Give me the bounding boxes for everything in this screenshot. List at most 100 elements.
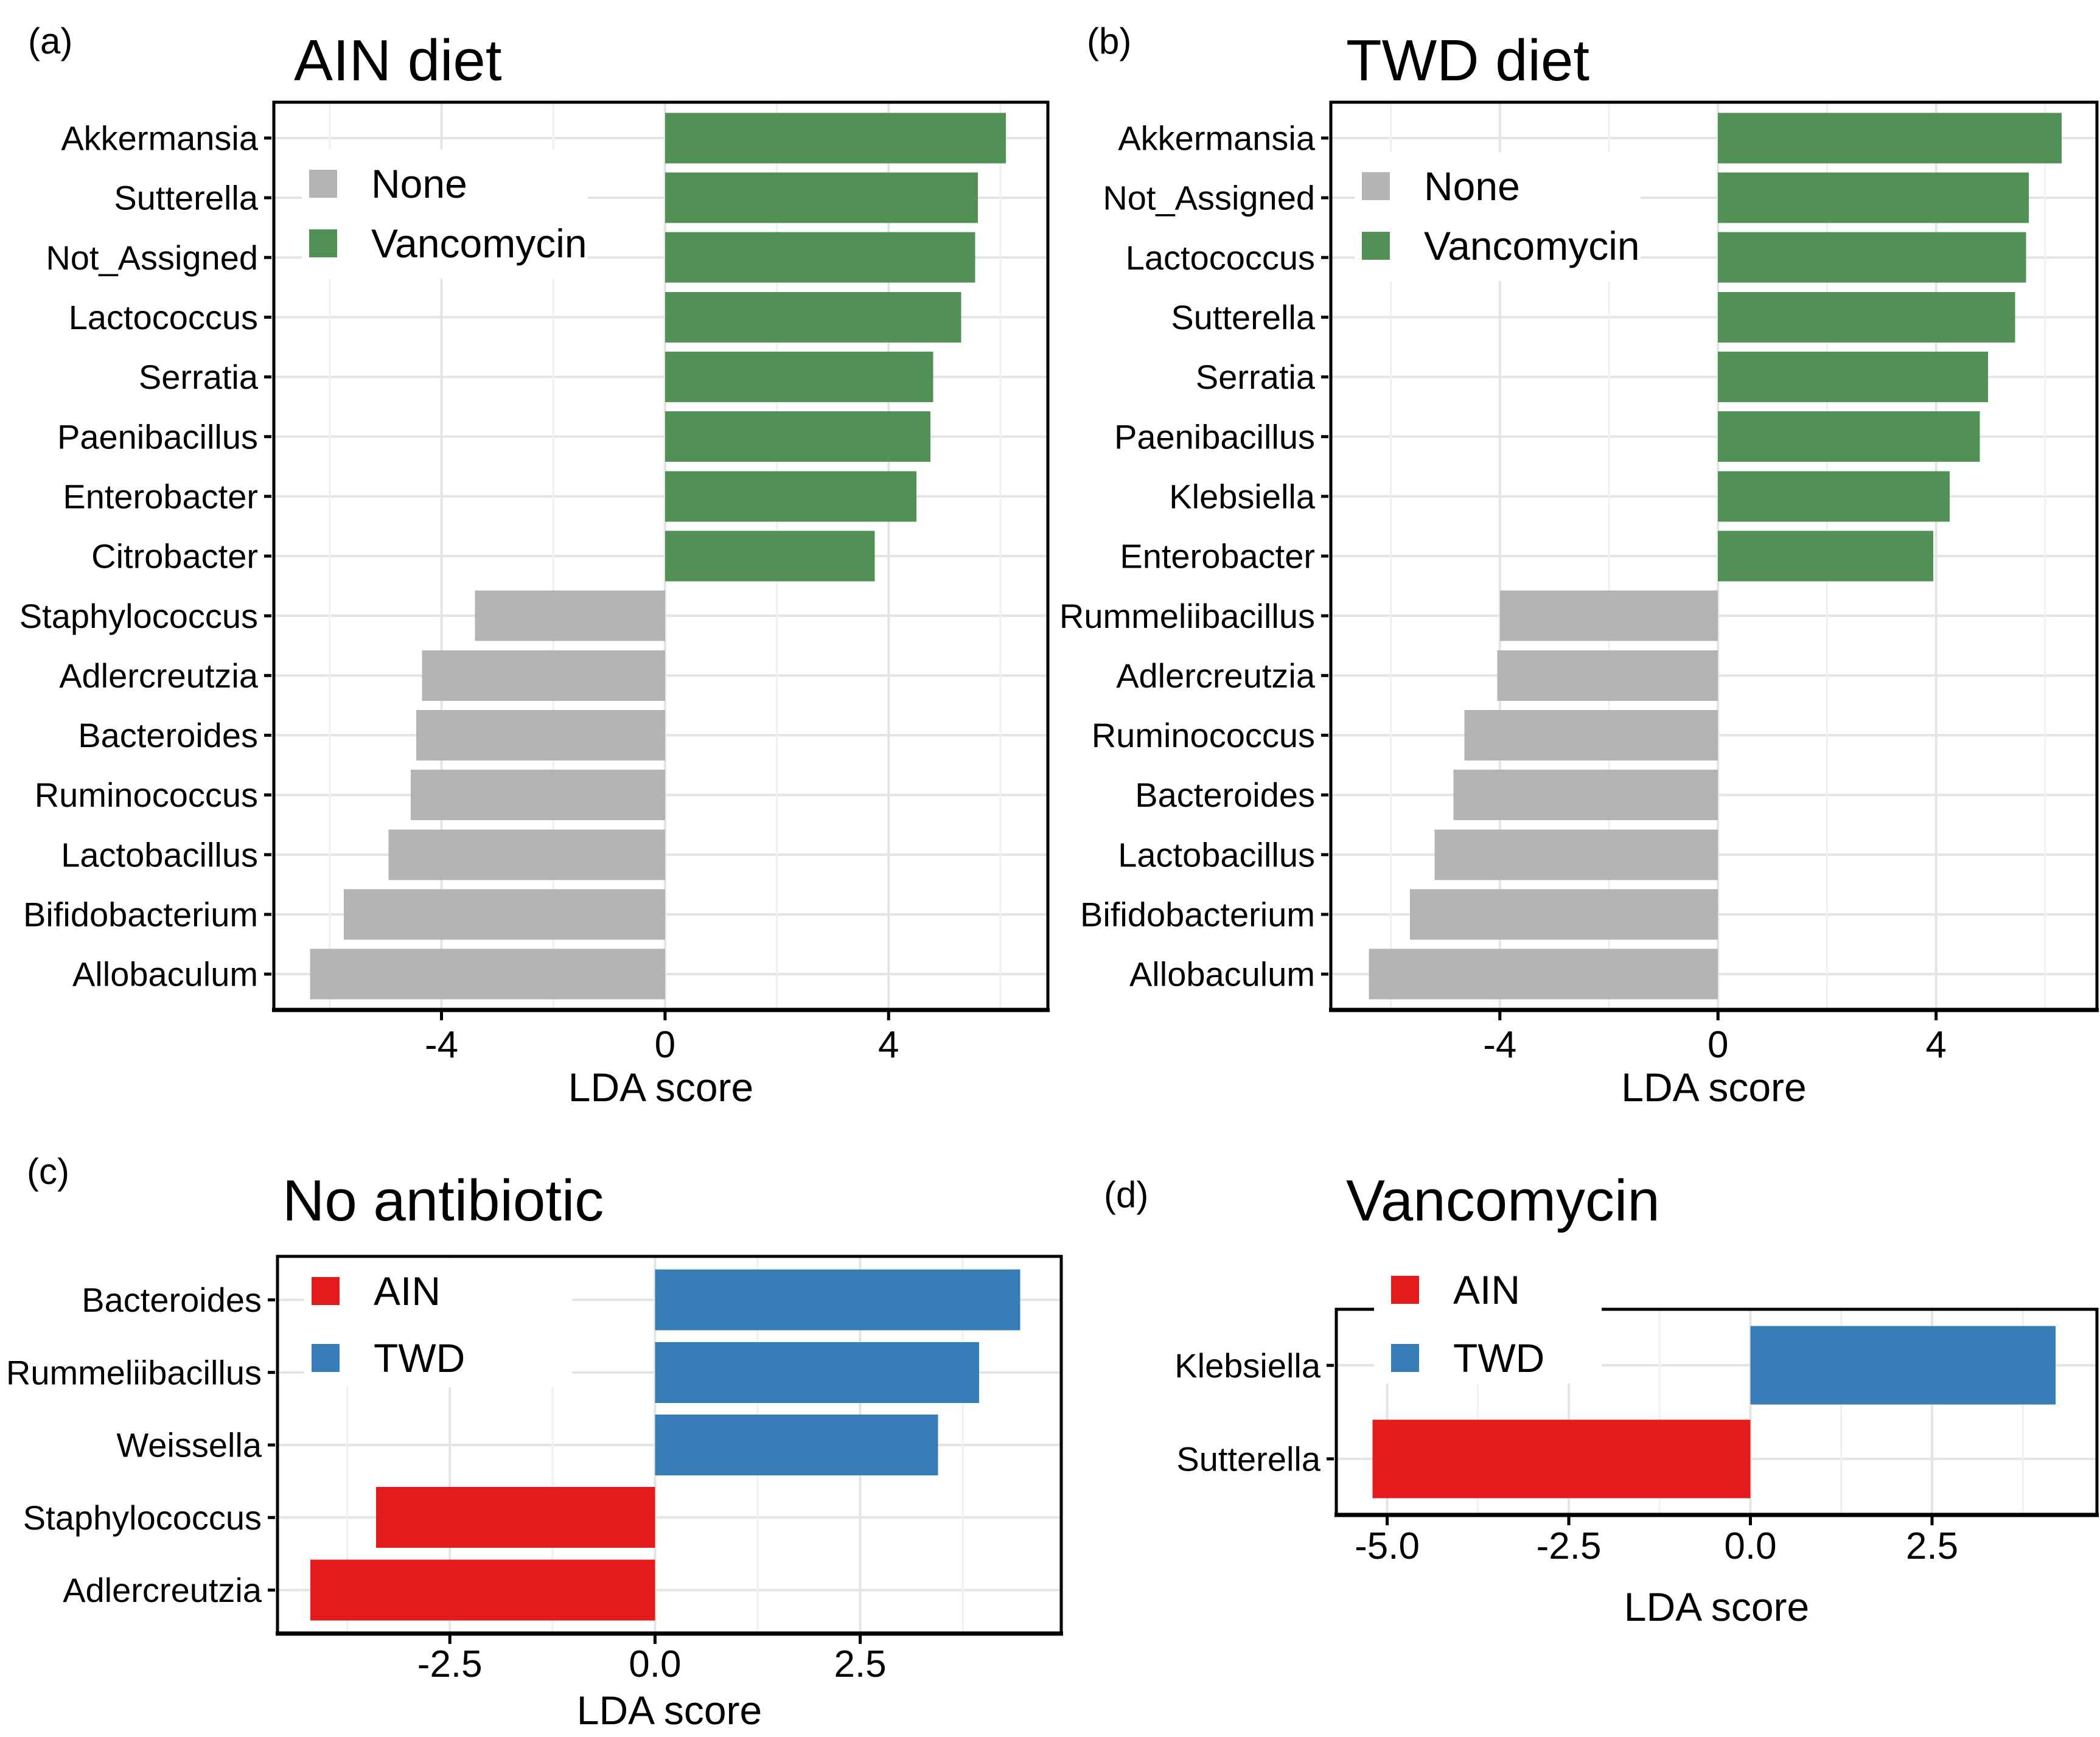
bar-Serratia [665,352,933,403]
bar-Staphylococcus [475,590,665,641]
ytick-label-Akkermansia: Akkermansia [1118,119,1316,157]
bar-Sutterella [1372,1419,1751,1499]
legend-swatch-Vancomycin [309,229,337,257]
xtick-label--2.5: -2.5 [417,1643,483,1685]
x-axis-title-a: LDA score [568,1065,753,1110]
legend-background [1355,152,1641,281]
panel-letter-c: (c) [27,1151,69,1192]
ytick-label-Rummeliibacillus: Rummeliibacillus [6,1353,262,1391]
ytick-label-Allobaculum: Allobaculum [1129,955,1315,994]
bar-Rummeliibacillus [1499,590,1718,641]
y-axis: Akkermansia Sutterella Not_Assigned Lactoco… [19,119,271,994]
xtick-label-0.0: 0.0 [629,1643,681,1685]
y-axis: Klebsiella Sutterella [1174,1346,1334,1478]
ytick-label-Allobaculum: Allobaculum [72,955,258,994]
bar-Sutterella [665,172,978,223]
ytick-label-Klebsiella: Klebsiella [1174,1346,1321,1385]
bar-Lactobacillus [388,829,665,880]
panel-title-d: Vancomycin [1346,1168,1660,1233]
ytick-label-Paenibacillus: Paenibacillus [57,417,258,456]
ytick-label-Ruminococcus: Ruminococcus [35,776,258,814]
legend-label-TWD: TWD [1453,1335,1544,1380]
bar-Bifidobacterium [343,889,665,940]
bar-Lactococcus [665,291,961,343]
bar-Rummeliibacillus [655,1342,980,1403]
legend-label-None: None [371,161,467,206]
ytick-label-Rummeliibacillus: Rummeliibacillus [1059,597,1315,635]
legend-swatch-None [309,170,337,198]
ytick-label-Sutterella: Sutterella [1171,298,1315,336]
xtick-label-0: 0 [655,1024,675,1066]
xtick-label-0.0: 0.0 [1724,1525,1776,1567]
bar-Paenibacillus [665,411,931,462]
y-axis: Akkermansia Not_Assigned Lactococcus Sutter… [1059,119,1328,994]
bar-Ruminococcus [1464,709,1718,761]
ytick-label-Adlercreutzia: Adlercreutzia [63,1571,262,1609]
ytick-label-Bifidobacterium: Bifidobacterium [23,896,258,934]
xtick-label--4: -4 [425,1024,458,1066]
legend-c: AIN TWD [304,1258,572,1387]
ytick-label-Serratia: Serratia [139,358,259,396]
ytick-label-Lactobacillus: Lactobacillus [61,835,258,874]
ytick-label-Not_Assigned: Not_Assigned [46,238,258,277]
ytick-label-Bacteroides: Bacteroides [1135,776,1315,814]
x-axis: -2.5 0.0 2.5 [417,1635,887,1685]
bar-Enterobacter [1718,531,1934,582]
ytick-label-Lactococcus: Lactococcus [1126,238,1315,277]
bar-Lactobacillus [1434,829,1718,880]
bar-Adlercreutzia [310,1559,655,1621]
ytick-label-Enterobacter: Enterobacter [1120,537,1315,576]
bar-Akkermansia [665,113,1006,164]
bar-Allobaculum [1369,949,1718,1000]
ytick-label-Adlercreutzia: Adlercreutzia [59,656,259,695]
legend-background [304,1258,572,1387]
ytick-label-Paenibacillus: Paenibacillus [1114,417,1315,456]
x-axis: -5.0 -2.5 0.0 2.5 [1355,1517,1958,1567]
xtick-label--2.5: -2.5 [1537,1525,1602,1567]
panel-a: (a) AIN diet Akkermansia Sutterella Not_Assi… [19,21,1050,1110]
ytick-label-Lactococcus: Lactococcus [69,298,258,336]
ytick-label-Not_Assigned: Not_Assigned [1103,179,1315,217]
bars-layer [310,113,1006,1000]
legend-label-Vancomycin: Vancomycin [371,221,587,266]
bar-Klebsiella [1750,1326,2056,1405]
ytick-label-Sutterella: Sutterella [1176,1439,1320,1478]
legend-swatch-TWD [312,1344,340,1372]
legend-label-TWD: TWD [374,1335,465,1380]
legend-swatch-AIN [312,1277,340,1305]
legend-a: None Vancomycin [302,150,588,279]
bar-Paenibacillus [1718,411,1980,462]
ytick-label-Staphylococcus: Staphylococcus [19,597,258,635]
ytick-label-Weissella: Weissella [116,1426,262,1464]
bar-Adlercreutzia [422,650,665,701]
legend-swatch-TWD [1391,1344,1419,1372]
bar-Ruminococcus [411,770,665,821]
panel-letter-b: (b) [1087,21,1131,61]
legend-label-AIN: AIN [374,1269,441,1314]
xtick-label--4: -4 [1483,1024,1516,1066]
xtick-label-4: 4 [878,1024,899,1066]
legend-label-Vancomycin: Vancomycin [1424,223,1640,268]
xtick-label-2.5: 2.5 [1906,1525,1958,1567]
panel-title-c: No antibiotic [282,1168,604,1233]
xtick-label-4: 4 [1925,1024,1946,1066]
panel-d: (d) Vancomycin Klebsiella Sutterella -5.0 -2.… [1104,1168,2099,1629]
bar-Akkermansia [1718,113,2062,164]
ytick-label-Citrobacter: Citrobacter [91,537,258,576]
x-axis-title-d: LDA score [1624,1584,1809,1629]
legend-d: AIN TWD [1374,1264,1602,1384]
panel-letter-d: (d) [1104,1174,1148,1215]
bar-Sutterella [1718,291,2015,343]
bar-Not_Assigned [665,232,975,283]
legend-background [302,150,588,279]
bar-Lactococcus [1718,232,2026,283]
x-axis-title-c: LDA score [577,1688,762,1733]
legend-b: None Vancomycin [1355,152,1641,281]
legend-swatch-Vancomycin [1362,232,1390,260]
x-axis: -4 0 4 [1483,1012,1947,1066]
legend-label-AIN: AIN [1453,1267,1520,1312]
bar-Citrobacter [665,531,875,582]
ytick-label-Bifidobacterium: Bifidobacterium [1080,896,1315,934]
ytick-label-Serratia: Serratia [1196,358,1316,396]
